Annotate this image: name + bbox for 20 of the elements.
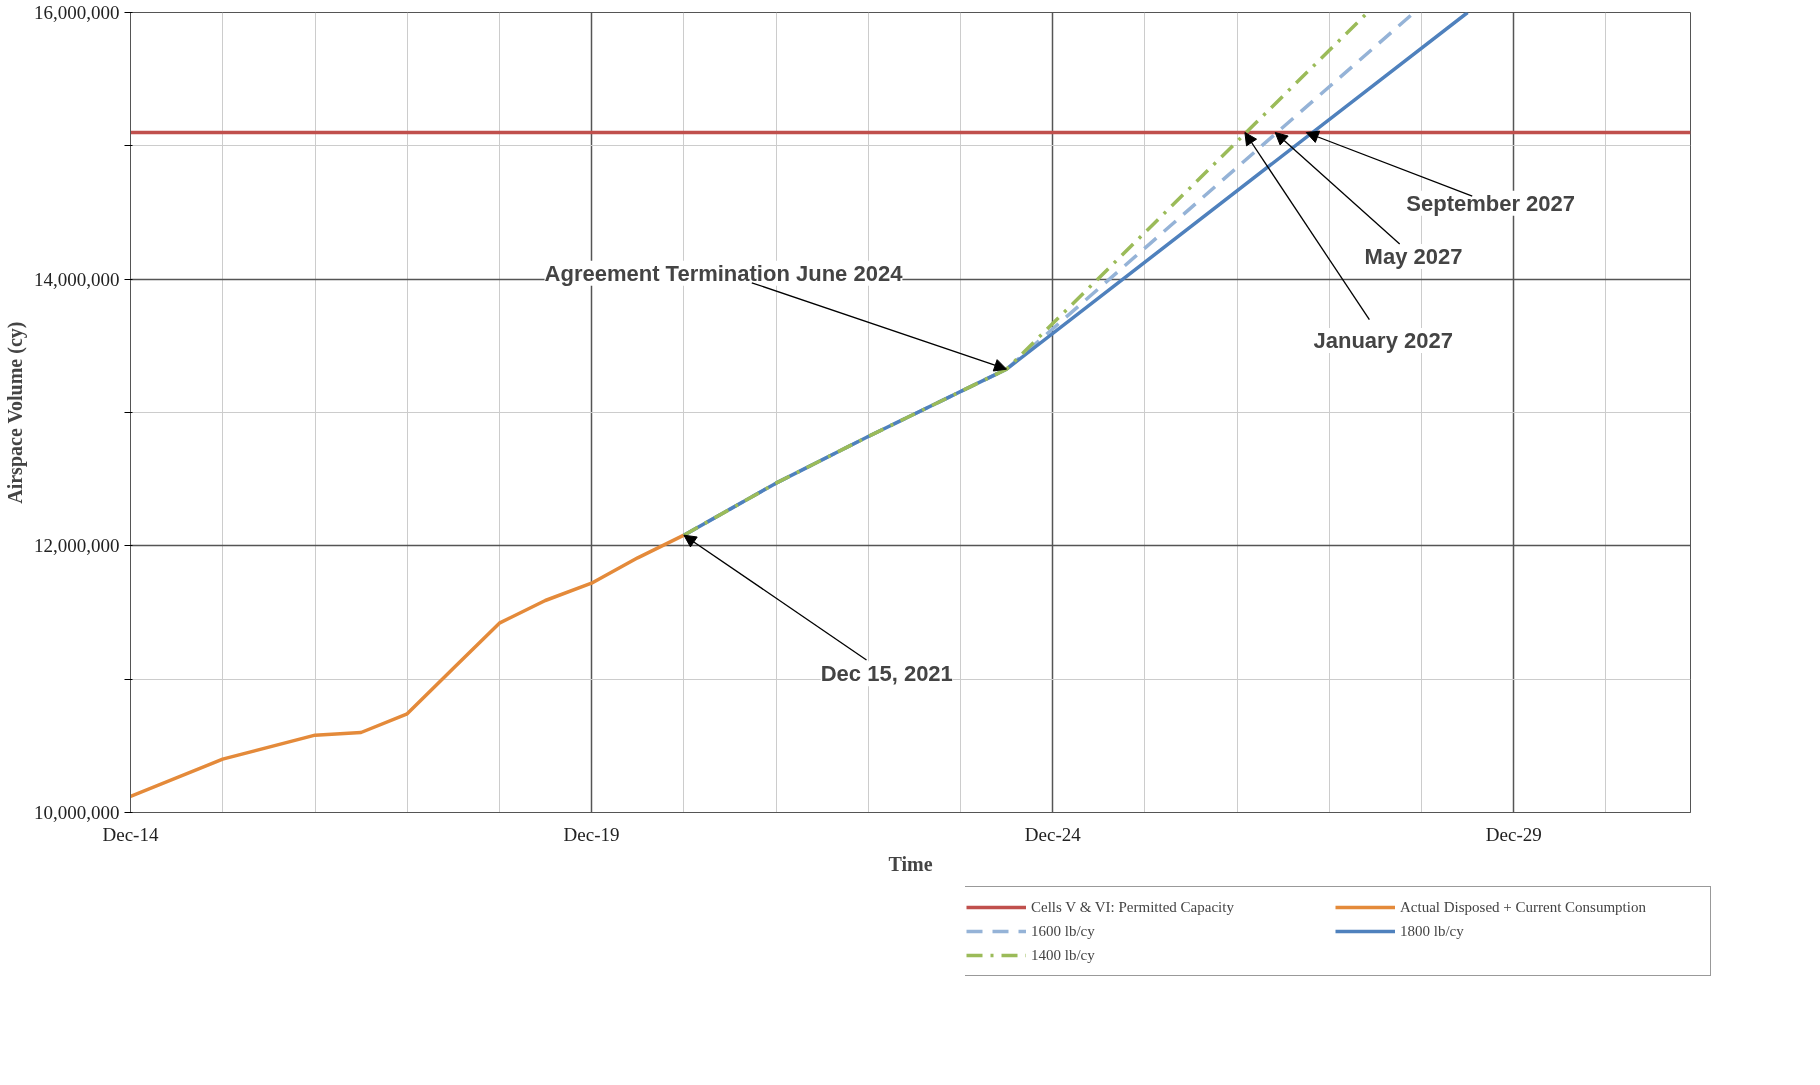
legend-label: 1800 lb/cy xyxy=(1400,922,1465,940)
legend-label: Actual Disposed + Current Consumption xyxy=(1400,898,1647,916)
x-axis-title: Time xyxy=(888,852,933,875)
annotation: Agreement Termination June 2024 xyxy=(544,260,904,286)
y-tick-label: 16,000,000 xyxy=(34,2,120,23)
y-tick-label: 12,000,000 xyxy=(34,535,120,557)
x-tick-label: Dec-24 xyxy=(1024,823,1082,845)
annotation: September 2027 xyxy=(1406,190,1576,216)
x-tick-label: Dec-29 xyxy=(1485,823,1542,845)
annotation: May 2027 xyxy=(1364,244,1463,269)
y-tick-label: 14,000,000 xyxy=(34,268,120,290)
x-tick-label: Dec-19 xyxy=(563,823,620,845)
legend-label: 1600 lb/cy xyxy=(1031,922,1096,940)
y-tick-label: 10,000,000 xyxy=(34,802,120,823)
x-tick-label: Dec-14 xyxy=(102,823,159,845)
legend-label: Cells V & VI: Permitted Capacity xyxy=(1031,898,1235,916)
annotation: Dec 15, 2021 xyxy=(820,661,953,687)
annotation: January 2027 xyxy=(1313,328,1453,353)
y-axis-title: Airspace Volume (cy) xyxy=(4,321,27,504)
legend-label: 1400 lb/cy xyxy=(1031,946,1096,964)
